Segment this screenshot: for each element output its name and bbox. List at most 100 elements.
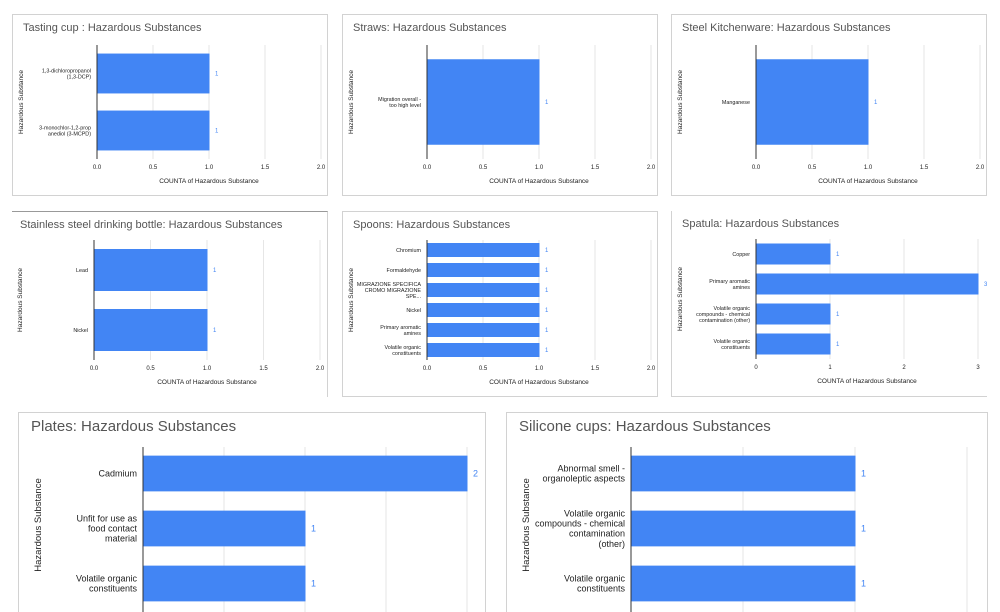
x-tick-label: 1.0 — [864, 165, 873, 171]
bar[interactable] — [427, 343, 540, 357]
x-tick-label: 1 — [828, 365, 832, 371]
bar[interactable] — [97, 53, 210, 94]
category-label: Chromium — [396, 248, 421, 254]
y-axis-label: Hazardous Substance — [348, 268, 355, 332]
bar[interactable] — [143, 455, 468, 492]
category-label: Migration overall -too high level — [378, 97, 421, 109]
chart-title: Steel Kitchenware: Hazardous Substances — [682, 22, 891, 34]
chart-panel-plates: Plates: Hazardous Substances Hazardous Su… — [18, 412, 486, 612]
bar[interactable] — [631, 510, 856, 547]
category-label: MIGRAZIONE SPECIFICA CROMO MIGRAZIONE SPE.… — [357, 282, 422, 300]
bar[interactable] — [631, 565, 856, 602]
x-tick-label: 0.5 — [146, 366, 155, 372]
category-label: Volatile organic constituents — [564, 574, 626, 594]
bar[interactable] — [427, 323, 540, 337]
bar[interactable] — [427, 59, 540, 145]
y-axis-label: Hazardous Substance — [677, 267, 684, 331]
chart-panel-steel-kitchenware: Steel Kitchenware: Hazardous Substances 0… — [671, 14, 987, 196]
x-tick-label: 1.5 — [261, 165, 270, 171]
chart-panel-spatula: Spatula: Hazardous Substances 0 1 2 3 COUNTA … — [671, 211, 987, 397]
bar[interactable] — [756, 333, 831, 355]
bar[interactable] — [143, 565, 306, 602]
data-label: 2 — [473, 469, 478, 479]
x-tick-label: 0.0 — [752, 165, 761, 171]
data-label: 1 — [213, 328, 217, 334]
data-label: 1 — [545, 328, 549, 334]
bar[interactable] — [97, 110, 210, 151]
x-tick-label: 1.5 — [259, 366, 268, 372]
x-tick-label: 2.0 — [647, 165, 656, 171]
bar[interactable] — [427, 283, 540, 297]
chart-svg-spatula: Spatula: Hazardous Substances 0 1 2 3 COUNTA … — [677, 218, 987, 385]
bar[interactable] — [756, 273, 979, 295]
chart-svg-silicone-cups: Silicone cups: Hazardous Substances Hazar… — [519, 418, 968, 612]
x-tick-label: 0.0 — [423, 366, 432, 372]
bar[interactable] — [631, 455, 856, 492]
data-label: 1 — [836, 342, 840, 348]
category-label: Volatile organic constituents — [713, 339, 750, 351]
category-label: Manganese — [722, 100, 750, 106]
bar[interactable] — [427, 303, 540, 317]
bar[interactable] — [756, 243, 831, 265]
data-label: 1 — [861, 524, 866, 534]
x-tick-label: 1.5 — [591, 165, 600, 171]
x-tick-label: 0 — [754, 365, 758, 371]
data-label: 1 — [861, 579, 866, 589]
data-label: 1 — [215, 72, 219, 78]
chart-title: Tasting cup : Hazardous Substances — [23, 22, 202, 34]
x-axis-label: COUNTA of Hazardous Substance — [817, 378, 917, 385]
bar[interactable] — [427, 243, 540, 257]
category-label: Primary aromatic amines — [380, 325, 421, 337]
data-label: 1 — [874, 100, 878, 106]
bar[interactable] — [756, 303, 831, 325]
data-label: 1 — [861, 469, 866, 479]
x-tick-label: 3 — [976, 365, 980, 371]
data-label: 1 — [213, 268, 217, 274]
chart-title: Stainless steel drinking bottle: Hazardo… — [20, 219, 283, 231]
category-label: Nickel — [406, 308, 421, 314]
x-tick-label: 0.5 — [479, 366, 488, 372]
bar[interactable] — [94, 309, 208, 351]
x-tick-label: 0.0 — [423, 165, 432, 171]
y-axis-label: Hazardous Substance — [17, 268, 24, 332]
chart-svg-steel-kitchenware: Steel Kitchenware: Hazardous Substances 0… — [677, 22, 985, 185]
category-label: Volatile organic constituents — [384, 345, 421, 357]
x-tick-label: 1.5 — [591, 366, 600, 372]
category-label: Volatile organic constituents — [76, 574, 138, 594]
x-tick-label: 0.5 — [808, 165, 817, 171]
category-label: 1,3-dichloropropanol (1,3-DCP) — [42, 68, 91, 80]
x-tick-label: 1.0 — [535, 366, 544, 372]
x-tick-label: 1.0 — [535, 165, 544, 171]
chart-title: Plates: Hazardous Substances — [31, 418, 236, 435]
data-label: 1 — [545, 288, 549, 294]
bar[interactable] — [756, 59, 869, 145]
category-label: Formaldehyde — [387, 268, 421, 274]
chart-svg-spoons: Spoons: Hazardous Substances 0.0 0.5 1.0 1.5… — [348, 219, 656, 386]
y-axis-label: Hazardous Substance — [18, 70, 25, 134]
data-label: 1 — [545, 308, 549, 314]
chart-svg-stainless-bottle: Stainless steel drinking bottle: Hazardo… — [17, 219, 325, 386]
category-label: Volatile organic compounds - chemical cont… — [535, 509, 626, 549]
x-tick-label: 2.0 — [647, 366, 656, 372]
chart-title: Spatula: Hazardous Substances — [682, 218, 840, 230]
x-tick-label: 0.0 — [93, 165, 102, 171]
data-label: 1 — [545, 100, 549, 106]
chart-panel-stainless-bottle: Stainless steel drinking bottle: Hazardo… — [12, 211, 328, 397]
category-label: Abnormal smell -organoleptic aspects — [542, 464, 625, 484]
category-label: Cadmium — [98, 469, 137, 479]
x-axis-label: COUNTA of Hazardous Substance — [157, 379, 257, 386]
x-tick-label: 2.0 — [976, 165, 985, 171]
y-axis-label: Hazardous Substance — [521, 478, 532, 571]
category-label: Lead — [76, 268, 88, 274]
bar[interactable] — [143, 510, 306, 547]
category-label: Unfit for use as food contact material — [76, 514, 137, 544]
chart-panel-spoons: Spoons: Hazardous Substances 0.0 0.5 1.0 1.5… — [342, 211, 658, 397]
x-tick-label: 1.5 — [920, 165, 929, 171]
bar[interactable] — [427, 263, 540, 277]
data-label: 1 — [545, 348, 549, 354]
category-label: Volatile organic compounds - chemical cont… — [696, 306, 750, 324]
chart-title: Straws: Hazardous Substances — [353, 22, 507, 34]
bar[interactable] — [94, 249, 208, 291]
data-label: 1 — [545, 268, 549, 274]
x-axis-label: COUNTA of Hazardous Substance — [489, 379, 589, 386]
